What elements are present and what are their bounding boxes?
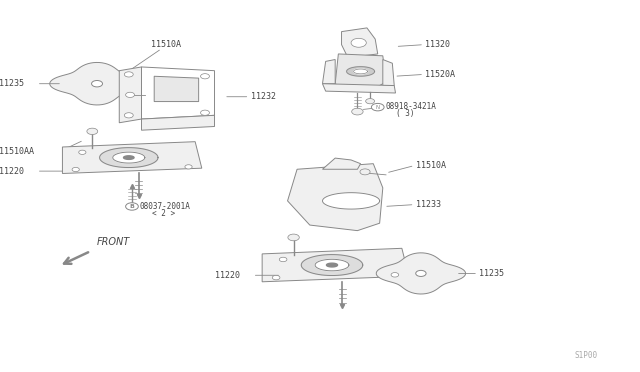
Circle shape [185, 165, 192, 169]
Polygon shape [262, 248, 409, 282]
Text: 08037-2001A: 08037-2001A [140, 202, 191, 211]
Polygon shape [376, 253, 466, 294]
Circle shape [72, 167, 79, 171]
Polygon shape [141, 115, 214, 130]
Text: 11220: 11220 [214, 271, 239, 280]
Text: 11233: 11233 [416, 200, 441, 209]
Polygon shape [335, 54, 386, 89]
Circle shape [352, 108, 363, 115]
Text: 11235: 11235 [0, 79, 24, 88]
Circle shape [124, 113, 133, 118]
Polygon shape [342, 28, 378, 58]
Text: B: B [129, 204, 134, 209]
Polygon shape [323, 158, 360, 169]
Circle shape [200, 74, 209, 79]
Circle shape [87, 128, 98, 135]
Circle shape [391, 273, 399, 277]
Polygon shape [63, 142, 202, 173]
Text: N: N [376, 105, 380, 110]
Polygon shape [141, 67, 214, 119]
Text: 11220: 11220 [0, 167, 24, 176]
Polygon shape [50, 62, 145, 105]
Polygon shape [119, 67, 141, 123]
Polygon shape [113, 152, 145, 163]
Circle shape [416, 270, 426, 276]
Circle shape [365, 99, 374, 104]
Circle shape [371, 103, 384, 111]
Text: 11235: 11235 [479, 269, 504, 278]
Polygon shape [323, 60, 335, 84]
Polygon shape [347, 67, 374, 76]
Circle shape [125, 92, 134, 97]
Text: 11510A: 11510A [416, 161, 446, 170]
Polygon shape [383, 60, 394, 86]
Circle shape [288, 234, 300, 241]
Polygon shape [354, 69, 367, 74]
Circle shape [360, 169, 370, 175]
Circle shape [272, 275, 280, 280]
Circle shape [200, 110, 209, 115]
Circle shape [351, 38, 366, 47]
Text: 08918-3421A: 08918-3421A [385, 102, 436, 111]
Polygon shape [326, 263, 337, 267]
Text: 11232: 11232 [251, 92, 276, 101]
Polygon shape [154, 76, 198, 102]
Polygon shape [287, 164, 383, 231]
Circle shape [125, 203, 138, 210]
Text: ( 3): ( 3) [396, 109, 414, 118]
Text: 11320: 11320 [426, 40, 451, 49]
Circle shape [92, 80, 102, 87]
Circle shape [124, 72, 133, 77]
Text: < 2 >: < 2 > [152, 209, 175, 218]
Polygon shape [323, 193, 380, 209]
Text: 11510AA: 11510AA [0, 147, 34, 156]
Polygon shape [100, 148, 158, 167]
Text: 11520A: 11520A [426, 70, 455, 79]
Polygon shape [124, 156, 134, 159]
Circle shape [79, 150, 86, 154]
Polygon shape [315, 259, 349, 271]
Text: FRONT: FRONT [97, 237, 131, 247]
Circle shape [279, 257, 287, 262]
Polygon shape [323, 84, 396, 93]
Text: 11510A: 11510A [151, 40, 181, 49]
Polygon shape [301, 254, 363, 276]
Text: S1P00: S1P00 [575, 351, 598, 360]
